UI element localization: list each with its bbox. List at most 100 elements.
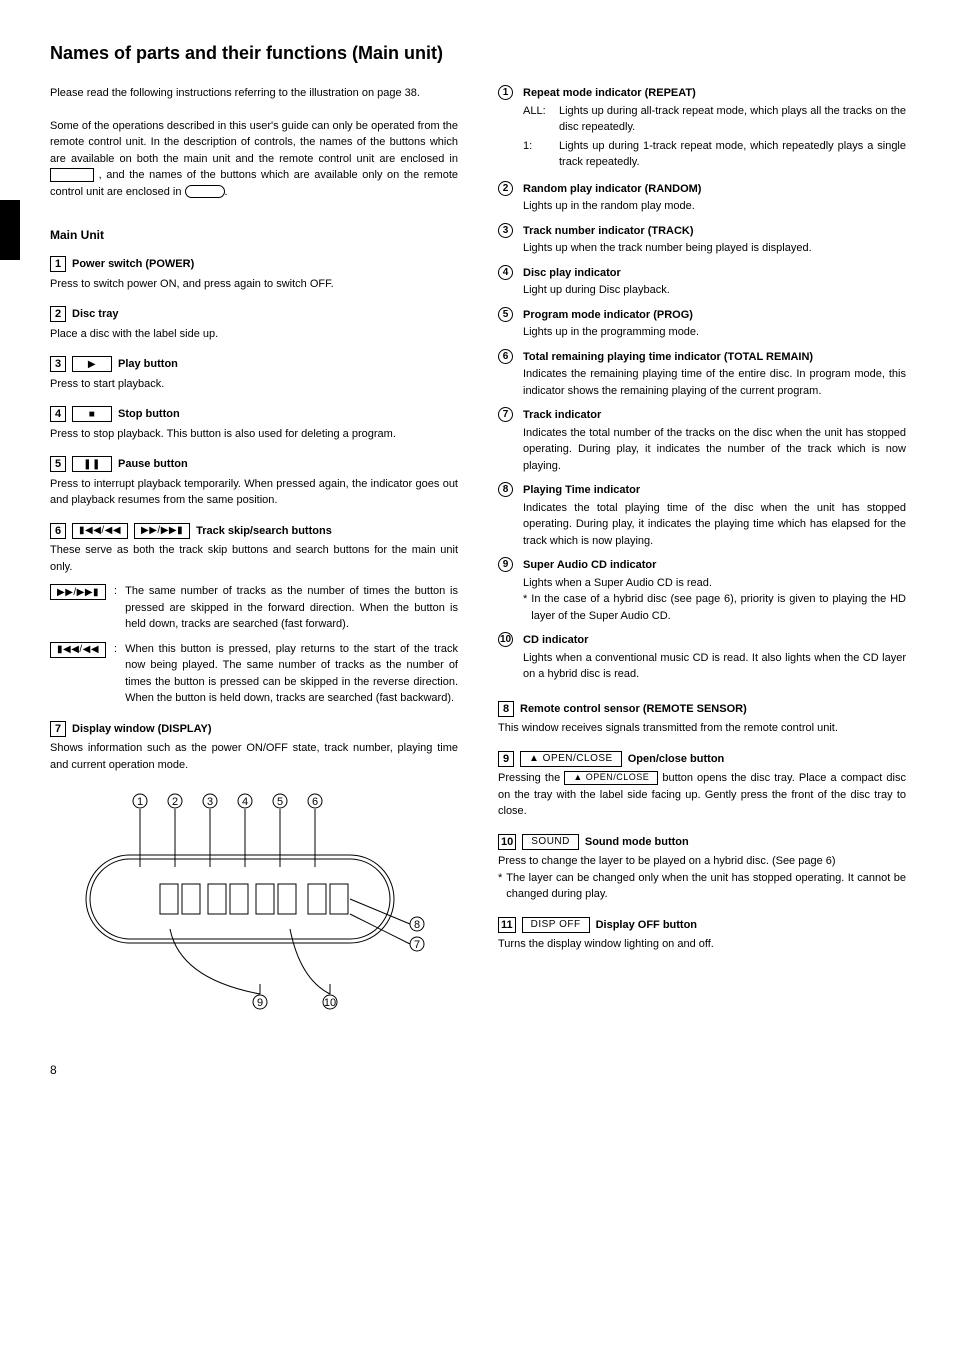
tag-all: ALL: bbox=[523, 103, 553, 136]
item-num: 8 bbox=[498, 701, 514, 717]
disp-playtime: 8 Playing Time indicatorIndicates the to… bbox=[498, 482, 906, 549]
disp-desc: Lights when a Super Audio CD is read. bbox=[523, 575, 906, 592]
stop-icon: ■ bbox=[72, 406, 112, 422]
item-disc-tray: 2 Disc tray Place a disc with the label … bbox=[50, 306, 458, 342]
item-num: 1 bbox=[50, 256, 66, 272]
skip-back-icon: ▮◀◀/◀◀ bbox=[50, 642, 106, 658]
item-label: Track skip/search buttons bbox=[196, 523, 332, 540]
item-num: 6 bbox=[50, 523, 66, 539]
svg-text:5: 5 bbox=[277, 796, 283, 808]
colon: : bbox=[114, 641, 117, 658]
circled-num: 1 bbox=[498, 85, 513, 100]
disp-desc: Light up during Disc playback. bbox=[523, 282, 906, 299]
disp-track-ind: 7 Track indicatorIndicates the total num… bbox=[498, 407, 906, 474]
circled-num: 3 bbox=[498, 223, 513, 238]
disp-desc: Indicates the remaining playing time of … bbox=[523, 366, 906, 399]
item-desc: Turns the display window lighting on and… bbox=[498, 936, 906, 953]
skip-fwd-icon: ▶▶/▶▶▮ bbox=[134, 523, 190, 539]
tag-1: 1: bbox=[523, 138, 553, 171]
item-desc: Pressing the ▲ OPEN/CLOSE button opens t… bbox=[498, 770, 906, 820]
disp-off-icon: DISP OFF bbox=[522, 917, 590, 933]
item-label: Pause button bbox=[118, 456, 188, 473]
svg-text:8: 8 bbox=[414, 919, 420, 931]
sound-icon: SOUND bbox=[522, 834, 579, 850]
intro-p2c: . bbox=[225, 186, 228, 198]
open-close-icon: ▲ OPEN/CLOSE bbox=[564, 771, 658, 785]
circled-num: 5 bbox=[498, 307, 513, 322]
disp-label: Program mode indicator (PROG) bbox=[523, 307, 906, 324]
play-icon: ▶ bbox=[72, 356, 112, 372]
item-play: 3 ▶ Play button Press to start playback. bbox=[50, 356, 458, 392]
disp-desc: Indicates the total playing time of the … bbox=[523, 500, 906, 550]
disp-label: CD indicator bbox=[523, 632, 906, 649]
page-title: Names of parts and their functions (Main… bbox=[50, 40, 906, 67]
item-num: 10 bbox=[498, 834, 516, 850]
item-stop: 4 ■ Stop button Press to stop playback. … bbox=[50, 406, 458, 442]
intro-p1: Please read the following instructions r… bbox=[50, 85, 458, 102]
item-note: The layer can be changed only when the u… bbox=[506, 870, 906, 903]
inline-oval-icon bbox=[185, 185, 225, 198]
circled-num: 10 bbox=[498, 632, 513, 647]
item-label: Open/close button bbox=[628, 751, 725, 768]
item-label: Power switch (POWER) bbox=[72, 256, 194, 273]
intro-p2: Some of the operations described in this… bbox=[50, 118, 458, 201]
item-desc: Press to change the layer to be played o… bbox=[498, 853, 906, 870]
item-label: Stop button bbox=[118, 406, 180, 423]
disp-play: 4 Disc play indicatorLight up during Dis… bbox=[498, 265, 906, 299]
page-number: 8 bbox=[50, 1061, 906, 1079]
disp-cd: 10 CD indicatorLights when a conventiona… bbox=[498, 632, 906, 683]
disp-label: Random play indicator (RANDOM) bbox=[523, 181, 906, 198]
disp-label: Total remaining playing time indicator (… bbox=[523, 349, 906, 366]
disp-desc: Lights when a conventional music CD is r… bbox=[523, 650, 906, 683]
circled-num: 9 bbox=[498, 557, 513, 572]
disp-note: In the case of a hybrid disc (see page 6… bbox=[531, 591, 906, 624]
colon: : bbox=[114, 583, 117, 600]
circled-num: 2 bbox=[498, 181, 513, 196]
side-tab bbox=[0, 200, 20, 260]
right-column: 1 Repeat mode indicator (REPEAT) ALL:Lig… bbox=[498, 85, 906, 1025]
svg-text:10: 10 bbox=[324, 997, 336, 1009]
skip-back-icon: ▮◀◀/◀◀ bbox=[72, 523, 128, 539]
item-desc: This window receives signals transmitted… bbox=[498, 720, 906, 737]
item-label: Play button bbox=[118, 356, 178, 373]
disp-desc: Lights up in the programming mode. bbox=[523, 324, 906, 341]
disp-label: Disc play indicator bbox=[523, 265, 906, 282]
section-heading-main-unit: Main Unit bbox=[50, 226, 458, 244]
disp-desc: Lights up in the random play mode. bbox=[523, 198, 906, 215]
asterisk: * bbox=[523, 591, 527, 624]
disp-random: 2 Random play indicator (RANDOM)Lights u… bbox=[498, 181, 906, 215]
item-desc: Press to stop playback. This button is a… bbox=[50, 426, 458, 443]
item-desc: Press to interrupt playback temporarily.… bbox=[50, 476, 458, 509]
item-sound: 10 SOUND Sound mode button Press to chan… bbox=[498, 834, 906, 903]
item-label: Display OFF button bbox=[596, 917, 697, 934]
item-num: 3 bbox=[50, 356, 66, 372]
svg-text:4: 4 bbox=[242, 796, 248, 808]
asterisk: * bbox=[498, 870, 502, 903]
item-open-close: 9 ▲ OPEN/CLOSE Open/close button Pressin… bbox=[498, 751, 906, 820]
item-label: Disc tray bbox=[72, 306, 118, 323]
display-diagram: 1 2 3 4 5 6 7 8 9 10 bbox=[50, 789, 458, 1025]
item-label: Sound mode button bbox=[585, 834, 689, 851]
item-label: Display window (DISPLAY) bbox=[72, 721, 212, 738]
item-desc: These serve as both the track skip butto… bbox=[50, 542, 458, 575]
disp-prog: 5 Program mode indicator (PROG)Lights up… bbox=[498, 307, 906, 341]
left-column: Please read the following instructions r… bbox=[50, 85, 458, 1025]
item-disp-off: 11 DISP OFF Display OFF button Turns the… bbox=[498, 917, 906, 953]
sub-fwd: ▶▶/▶▶▮ : The same number of tracks as th… bbox=[50, 583, 458, 633]
skip-fwd-icon: ▶▶/▶▶▮ bbox=[50, 584, 106, 600]
intro-p2b: , and the names of the buttons which are… bbox=[50, 169, 458, 198]
item-num: 9 bbox=[498, 751, 514, 767]
disp-label: Playing Time indicator bbox=[523, 482, 906, 499]
item-num: 11 bbox=[498, 917, 516, 933]
desc-a: Pressing the bbox=[498, 772, 564, 784]
svg-text:3: 3 bbox=[207, 796, 213, 808]
item-display-window: 7 Display window (DISPLAY) Shows informa… bbox=[50, 721, 458, 774]
disp-sacd: 9 Super Audio CD indicator Lights when a… bbox=[498, 557, 906, 624]
disp-desc: Lights up when the track number being pl… bbox=[523, 240, 906, 257]
sub-fwd-desc: The same number of tracks as the number … bbox=[125, 583, 458, 633]
item-desc: Shows information such as the power ON/O… bbox=[50, 740, 458, 773]
item-num: 7 bbox=[50, 721, 66, 737]
intro-p2a: Some of the operations described in this… bbox=[50, 120, 458, 165]
circled-num: 8 bbox=[498, 482, 513, 497]
item-label: Remote control sensor (REMOTE SENSOR) bbox=[520, 701, 747, 718]
